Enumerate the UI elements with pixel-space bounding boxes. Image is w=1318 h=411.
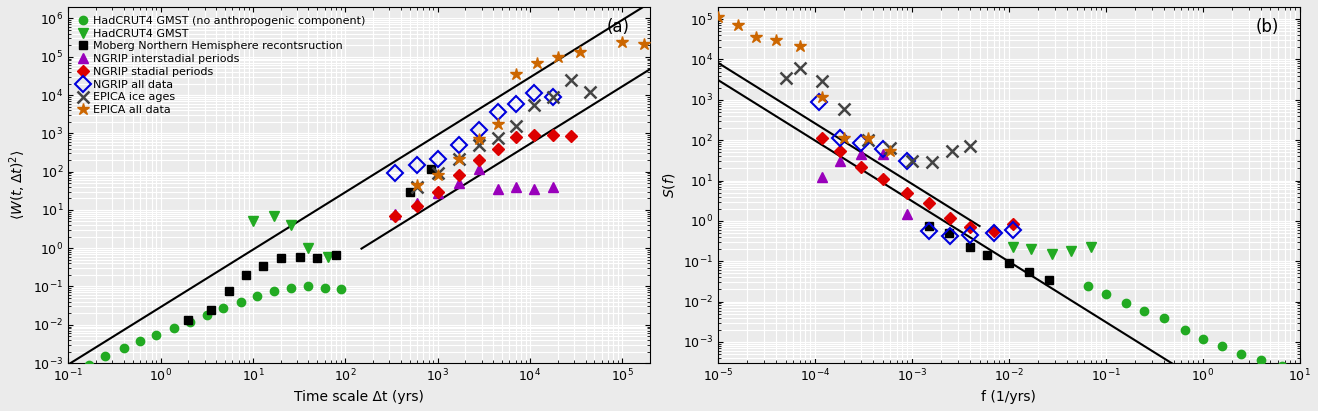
Y-axis label: $\langle W(t, \Delta t)^2 \rangle$: $\langle W(t, \Delta t)^2 \rangle$ xyxy=(7,150,28,220)
X-axis label: f (1/yrs): f (1/yrs) xyxy=(982,390,1036,404)
Legend: HadCRUT4 GMST (no anthropogenic component), HadCRUT4 GMST, Moberg Northern Hemis: HadCRUT4 GMST (no anthropogenic componen… xyxy=(74,12,368,119)
Text: (a): (a) xyxy=(606,18,630,36)
Text: (b): (b) xyxy=(1256,18,1280,36)
X-axis label: Time scale Δt (yrs): Time scale Δt (yrs) xyxy=(294,390,424,404)
Y-axis label: $S(f)$: $S(f)$ xyxy=(662,172,677,198)
